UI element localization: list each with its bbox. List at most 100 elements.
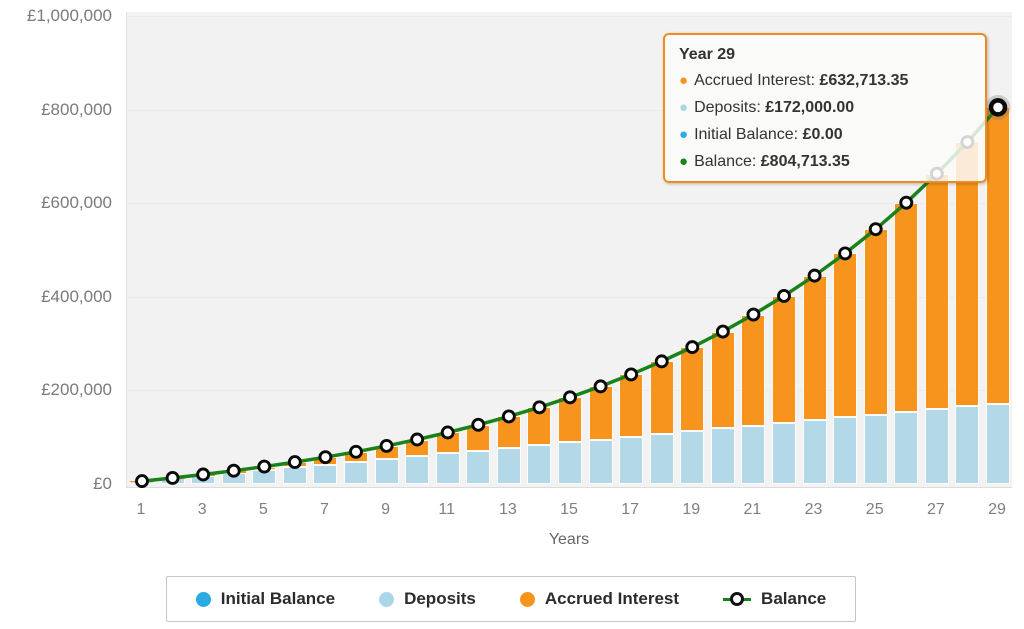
bar-deposits-year-24[interactable]	[833, 417, 858, 484]
balance-point-year-7[interactable]	[318, 450, 333, 465]
balance-point-year-1[interactable]	[135, 474, 149, 488]
bar-deposits-year-25[interactable]	[863, 414, 888, 484]
bar-accrued-interest-year-29[interactable]	[985, 107, 1010, 404]
bar-accrued-interest-year-26[interactable]	[894, 202, 919, 412]
bar-accrued-interest-year-28[interactable]	[955, 142, 980, 407]
deposits-bullet-icon: ●	[679, 99, 689, 116]
tooltip-row-label: Deposits:	[694, 99, 766, 116]
balance-point-year-14[interactable]	[532, 400, 547, 415]
bar-deposits-year-11[interactable]	[435, 453, 460, 484]
balance-point-year-20[interactable]	[715, 324, 730, 339]
balance-point-year-9[interactable]	[379, 438, 394, 453]
tooltip-row-value: £0.00	[802, 126, 843, 143]
bar-accrued-interest-year-15[interactable]	[557, 397, 582, 443]
bar-deposits-year-27[interactable]	[924, 409, 949, 484]
balance-point-year-5[interactable]	[257, 459, 272, 474]
y-axis-tick-label: £200,000	[41, 380, 112, 400]
balance-point-year-21[interactable]	[746, 307, 761, 322]
x-axis-tick-label: 25	[865, 501, 884, 518]
x-axis-tick-label: 5	[258, 501, 268, 518]
balance-point-year-11[interactable]	[440, 425, 455, 440]
balance-point-year-23[interactable]	[807, 268, 822, 283]
balance-line-marker-icon	[723, 592, 752, 606]
bar-deposits-year-13[interactable]	[496, 447, 521, 484]
gridline	[127, 16, 1012, 17]
bar-deposits-year-12[interactable]	[466, 450, 491, 484]
x-axis-tick-label: 19	[682, 501, 701, 518]
tooltip-row-value: £632,713.35	[819, 72, 909, 89]
x-axis-tick-label: 13	[498, 501, 517, 518]
bar-deposits-year-22[interactable]	[771, 422, 796, 484]
bar-deposits-year-18[interactable]	[649, 434, 674, 484]
balance-point-year-13[interactable]	[501, 409, 516, 424]
balance-point-year-10[interactable]	[410, 432, 425, 447]
balance-point-year-26[interactable]	[899, 195, 914, 210]
balance-point-year-18[interactable]	[654, 354, 669, 369]
balance-point-year-17[interactable]	[624, 367, 639, 382]
marker-part	[730, 592, 745, 606]
tooltip-row-value: £804,713.35	[760, 153, 850, 170]
bar-accrued-interest-year-21[interactable]	[741, 314, 766, 426]
bar-deposits-year-19[interactable]	[680, 431, 705, 484]
balance-point-year-2[interactable]	[165, 470, 180, 485]
balance-point-year-22[interactable]	[777, 288, 791, 303]
y-axis-tick-label: £600,000	[41, 193, 112, 213]
balance-point-year-4[interactable]	[226, 463, 241, 478]
balance-point-year-3[interactable]	[196, 467, 211, 482]
legend-item-balance[interactable]: Balance	[723, 589, 826, 609]
legend-item-deposits[interactable]: Deposits	[379, 589, 476, 609]
bar-accrued-interest-year-25[interactable]	[863, 229, 888, 415]
bar-accrued-interest-year-19[interactable]	[680, 347, 705, 432]
legend-label: Deposits	[404, 589, 476, 608]
x-axis-tick-label: 23	[804, 501, 823, 518]
bar-deposits-year-15[interactable]	[557, 442, 582, 484]
bar-deposits-year-28[interactable]	[955, 406, 980, 484]
bar-deposits-year-8[interactable]	[343, 461, 368, 484]
tooltip-row-label: Balance:	[694, 153, 761, 170]
legend: Initial Balance Deposits Accrued Interest B…	[166, 576, 856, 622]
tooltip-row-balance: ● Balance: £804,713.35	[679, 148, 975, 175]
bar-deposits-year-10[interactable]	[405, 456, 430, 484]
bar-accrued-interest-year-16[interactable]	[588, 386, 613, 440]
y-axis-tick-label: £1,000,000	[26, 6, 112, 25]
bar-deposits-year-29[interactable]	[985, 403, 1010, 484]
bar-deposits-year-7[interactable]	[313, 464, 338, 484]
legend-label: Accrued Interest	[544, 589, 680, 608]
tooltip: Year 29 ● Accrued Interest: £632,713.35 ● D…	[663, 33, 987, 183]
legend-label: Initial Balance	[220, 589, 336, 608]
balance-point-year-15[interactable]	[563, 390, 577, 405]
balance-point-year-8[interactable]	[349, 444, 363, 459]
bar-deposits-year-23[interactable]	[802, 420, 827, 484]
deposits-dot-icon	[379, 591, 395, 607]
bar-accrued-interest-year-22[interactable]	[771, 295, 796, 423]
bar-accrued-interest-year-17[interactable]	[619, 374, 644, 437]
bar-deposits-year-9[interactable]	[374, 459, 399, 484]
gridline	[127, 109, 1012, 111]
bar-deposits-year-20[interactable]	[710, 428, 735, 484]
legend-item-initial-balance[interactable]: Initial Balance	[195, 589, 336, 609]
balance-point-year-24[interactable]	[838, 246, 853, 261]
balance-point-year-12[interactable]	[471, 417, 486, 432]
x-axis-tick-label: 7	[319, 501, 329, 518]
x-axis-tick-label: 17	[621, 501, 640, 518]
balance-point-year-16[interactable]	[593, 379, 608, 394]
bar-deposits-year-14[interactable]	[527, 445, 552, 484]
bar-deposits-year-21[interactable]	[741, 425, 766, 484]
balance-point-year-29[interactable]	[988, 98, 1008, 117]
balance-point-year-25[interactable]	[868, 222, 883, 237]
gridline	[127, 203, 1012, 205]
bar-accrued-interest-year-27[interactable]	[924, 173, 949, 410]
tooltip-row-deposits: ● Deposits: £172,000.00	[679, 94, 975, 121]
balance-point-year-6[interactable]	[287, 455, 302, 470]
bar-accrued-interest-year-23[interactable]	[802, 275, 827, 421]
bar-deposits-year-26[interactable]	[894, 411, 919, 484]
legend-item-accrued-interest[interactable]: Accrued Interest	[519, 589, 680, 609]
y-axis-tick-label: £800,000	[41, 99, 112, 119]
bar-deposits-year-16[interactable]	[588, 439, 613, 484]
x-axis-tick-label: 1	[136, 501, 146, 518]
bar-deposits-year-17[interactable]	[619, 436, 644, 484]
x-axis-tick-label: 9	[381, 501, 391, 518]
legend-label: Balance	[761, 589, 827, 608]
balance-point-year-19[interactable]	[685, 340, 700, 355]
